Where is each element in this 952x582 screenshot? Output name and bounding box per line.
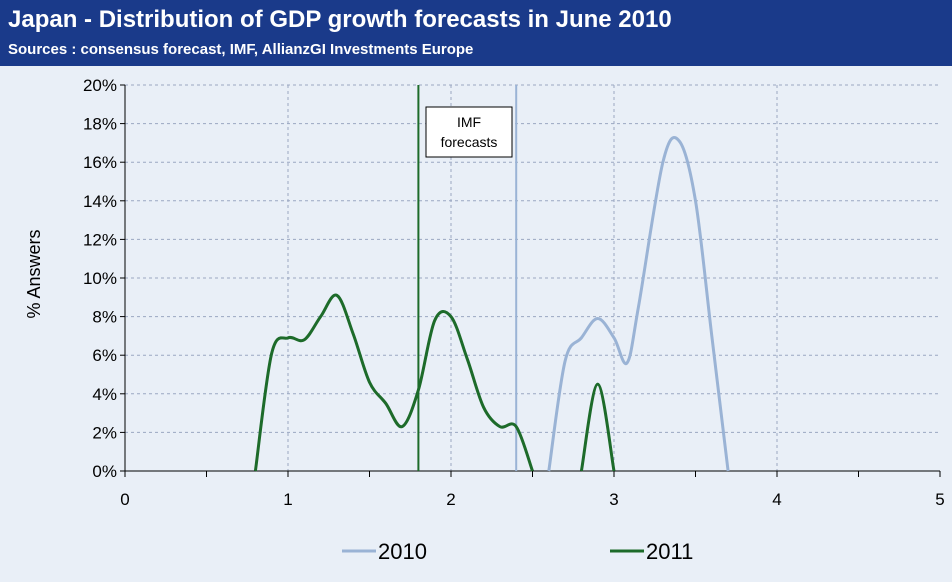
data-point-2011 (613, 470, 616, 473)
legend-label-2010: 2010 (378, 539, 427, 564)
y-tick-label: 6% (92, 346, 117, 365)
data-point-2010 (564, 359, 567, 362)
data-point-2011 (417, 388, 420, 391)
data-point-2011 (596, 383, 599, 386)
grid-lines (125, 84, 940, 471)
y-tick-label: 12% (83, 230, 117, 249)
data-point-2010 (626, 361, 629, 364)
imf-forecast-markers (417, 85, 518, 471)
x-tick-label: 0 (120, 490, 129, 509)
data-point-2010 (678, 139, 681, 142)
imf-annotation: IMF forecasts (425, 106, 513, 158)
axes (120, 84, 941, 477)
y-tick-label: 16% (83, 153, 117, 172)
y-axis-label: % Answers (24, 229, 44, 318)
x-tick-label: 4 (772, 490, 781, 509)
data-point-2011 (580, 470, 583, 473)
data-point-2011 (466, 358, 469, 361)
data-point-2011 (482, 406, 485, 409)
annotation-line-2: forecasts (441, 134, 498, 150)
data-point-2011 (303, 338, 306, 341)
x-tick-label: 3 (609, 490, 618, 509)
data-point-2011 (515, 425, 518, 428)
y-tick-label: 18% (83, 115, 117, 134)
data-point-2011 (254, 470, 257, 473)
x-tick-labels: 0 1 2 3 4 5 (120, 490, 944, 509)
y-tick-label: 2% (92, 423, 117, 442)
y-tick-label: 14% (83, 192, 117, 211)
legend: 2010 2011 (342, 539, 693, 564)
data-point-2011 (433, 319, 436, 322)
series-line-2011 (253, 293, 534, 472)
y-tick-label: 0% (92, 462, 117, 481)
data-point-2010 (710, 334, 713, 337)
annotation-box (425, 106, 513, 158)
chart-header: Japan - Distribution of GDP growth forec… (0, 0, 952, 66)
data-point-2011 (270, 352, 273, 355)
data-point-2011 (335, 294, 338, 297)
data-point-2011 (319, 315, 322, 318)
chart-subtitle: Sources : consensus forecast, IMF, Allia… (8, 41, 474, 58)
legend-label-2011: 2011 (646, 539, 693, 564)
y-tick-label: 10% (83, 269, 117, 288)
x-tick-label: 1 (283, 490, 292, 509)
data-point-2011 (450, 315, 453, 318)
chart-title: Japan - Distribution of GDP growth forec… (8, 6, 672, 33)
series-line-2011 (579, 382, 616, 472)
data-point-2010 (694, 199, 697, 202)
data-point-2011 (531, 470, 534, 473)
data-point-2011 (498, 425, 501, 428)
data-point-2011 (368, 381, 371, 384)
data-point-2010 (637, 305, 640, 308)
data-point-2010 (547, 470, 550, 473)
x-tick-label: 2 (446, 490, 455, 509)
data-point-2010 (580, 336, 583, 339)
data-point-2011 (352, 332, 355, 335)
annotation-line-1: IMF (457, 114, 481, 130)
data-point-2010 (613, 336, 616, 339)
data-point-2011 (384, 402, 387, 405)
data-point-2011 (287, 336, 290, 339)
y-tick-label: 8% (92, 308, 117, 327)
series-lines (253, 136, 730, 473)
data-point-2010 (727, 470, 730, 473)
y-tick-label: 20% (83, 76, 117, 95)
data-point-2011 (401, 425, 404, 428)
y-tick-label: 4% (92, 385, 117, 404)
x-tick-label: 5 (935, 490, 944, 509)
data-point-2010 (661, 161, 664, 164)
series-line-2010 (547, 136, 730, 472)
y-tick-labels: 0% 2% 4% 6% 8% 10% 12% 14% 16% 18% 20% (83, 76, 117, 481)
data-point-2010 (596, 317, 599, 320)
